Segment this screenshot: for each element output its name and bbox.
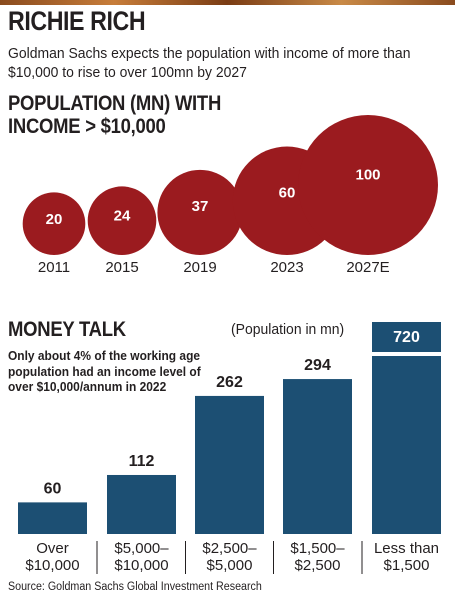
bar-value-label: 294: [304, 357, 331, 374]
bubble-chart: 20 2011 24 2015 37 2019 60 2023 100 2027E: [22, 115, 438, 276]
bar-category-label: $5,000: [207, 557, 253, 574]
bar-value-label: 262: [216, 374, 243, 391]
top-photo-strip: [0, 0, 455, 5]
bar-4: [372, 322, 441, 534]
bar-category-label: Over: [36, 540, 69, 557]
bubble-2015: [87, 186, 157, 255]
bar-category-label: $2,500: [295, 557, 341, 574]
bubble-value-label: 100: [355, 167, 380, 184]
bar-value-label: 720: [393, 329, 420, 346]
bar-1: [107, 474, 176, 534]
unit-note: (Population in mn): [231, 321, 345, 338]
bar-chart-title: MONEY TALK: [8, 318, 126, 341]
bar-3: [283, 379, 352, 534]
axis-break-gap: [371, 352, 442, 356]
bubble-value-label: 24: [114, 208, 131, 225]
bar-category-label: $5,000–: [114, 540, 169, 557]
bubble-category-label: 2027E: [346, 259, 389, 276]
bubble-2011: [22, 192, 86, 255]
page-title: RICHIE RICH: [8, 6, 146, 36]
bar-category-label: $10,000: [114, 557, 168, 574]
bar-category-label: Less than: [374, 540, 439, 557]
bubble-value-label: 37: [192, 198, 209, 215]
bar-0: [18, 502, 87, 534]
bubble-category-label: 2019: [183, 259, 216, 276]
bar-category-label: $10,000: [25, 557, 79, 574]
bubble-value-label: 20: [46, 211, 63, 228]
bubble-2027E: [298, 115, 438, 255]
bubble-category-label: 2011: [38, 259, 70, 276]
bubble-2019: [157, 169, 243, 256]
bubble-category-label: 2015: [105, 259, 138, 276]
source-note: Source: Goldman Sachs Global Investment …: [8, 581, 262, 593]
bar-chart-annotation: Only about 4% of the working age populat…: [8, 348, 201, 394]
bar-value-label: 60: [44, 480, 62, 497]
bar-category-label: $1,500: [384, 557, 430, 574]
bar-2: [195, 395, 264, 534]
bubble-category-label: 2023: [270, 259, 303, 276]
bubble-chart-title: POPULATION (MN) WITH INCOME > $10,000: [8, 92, 222, 138]
bar-value-label: 112: [129, 453, 155, 470]
page-subtitle: Goldman Sachs expects the population wit…: [8, 45, 411, 81]
bar-category-label: $1,500–: [290, 540, 345, 557]
bubble-value-label: 60: [279, 185, 296, 202]
bar-category-label: $2,500–: [202, 540, 257, 557]
